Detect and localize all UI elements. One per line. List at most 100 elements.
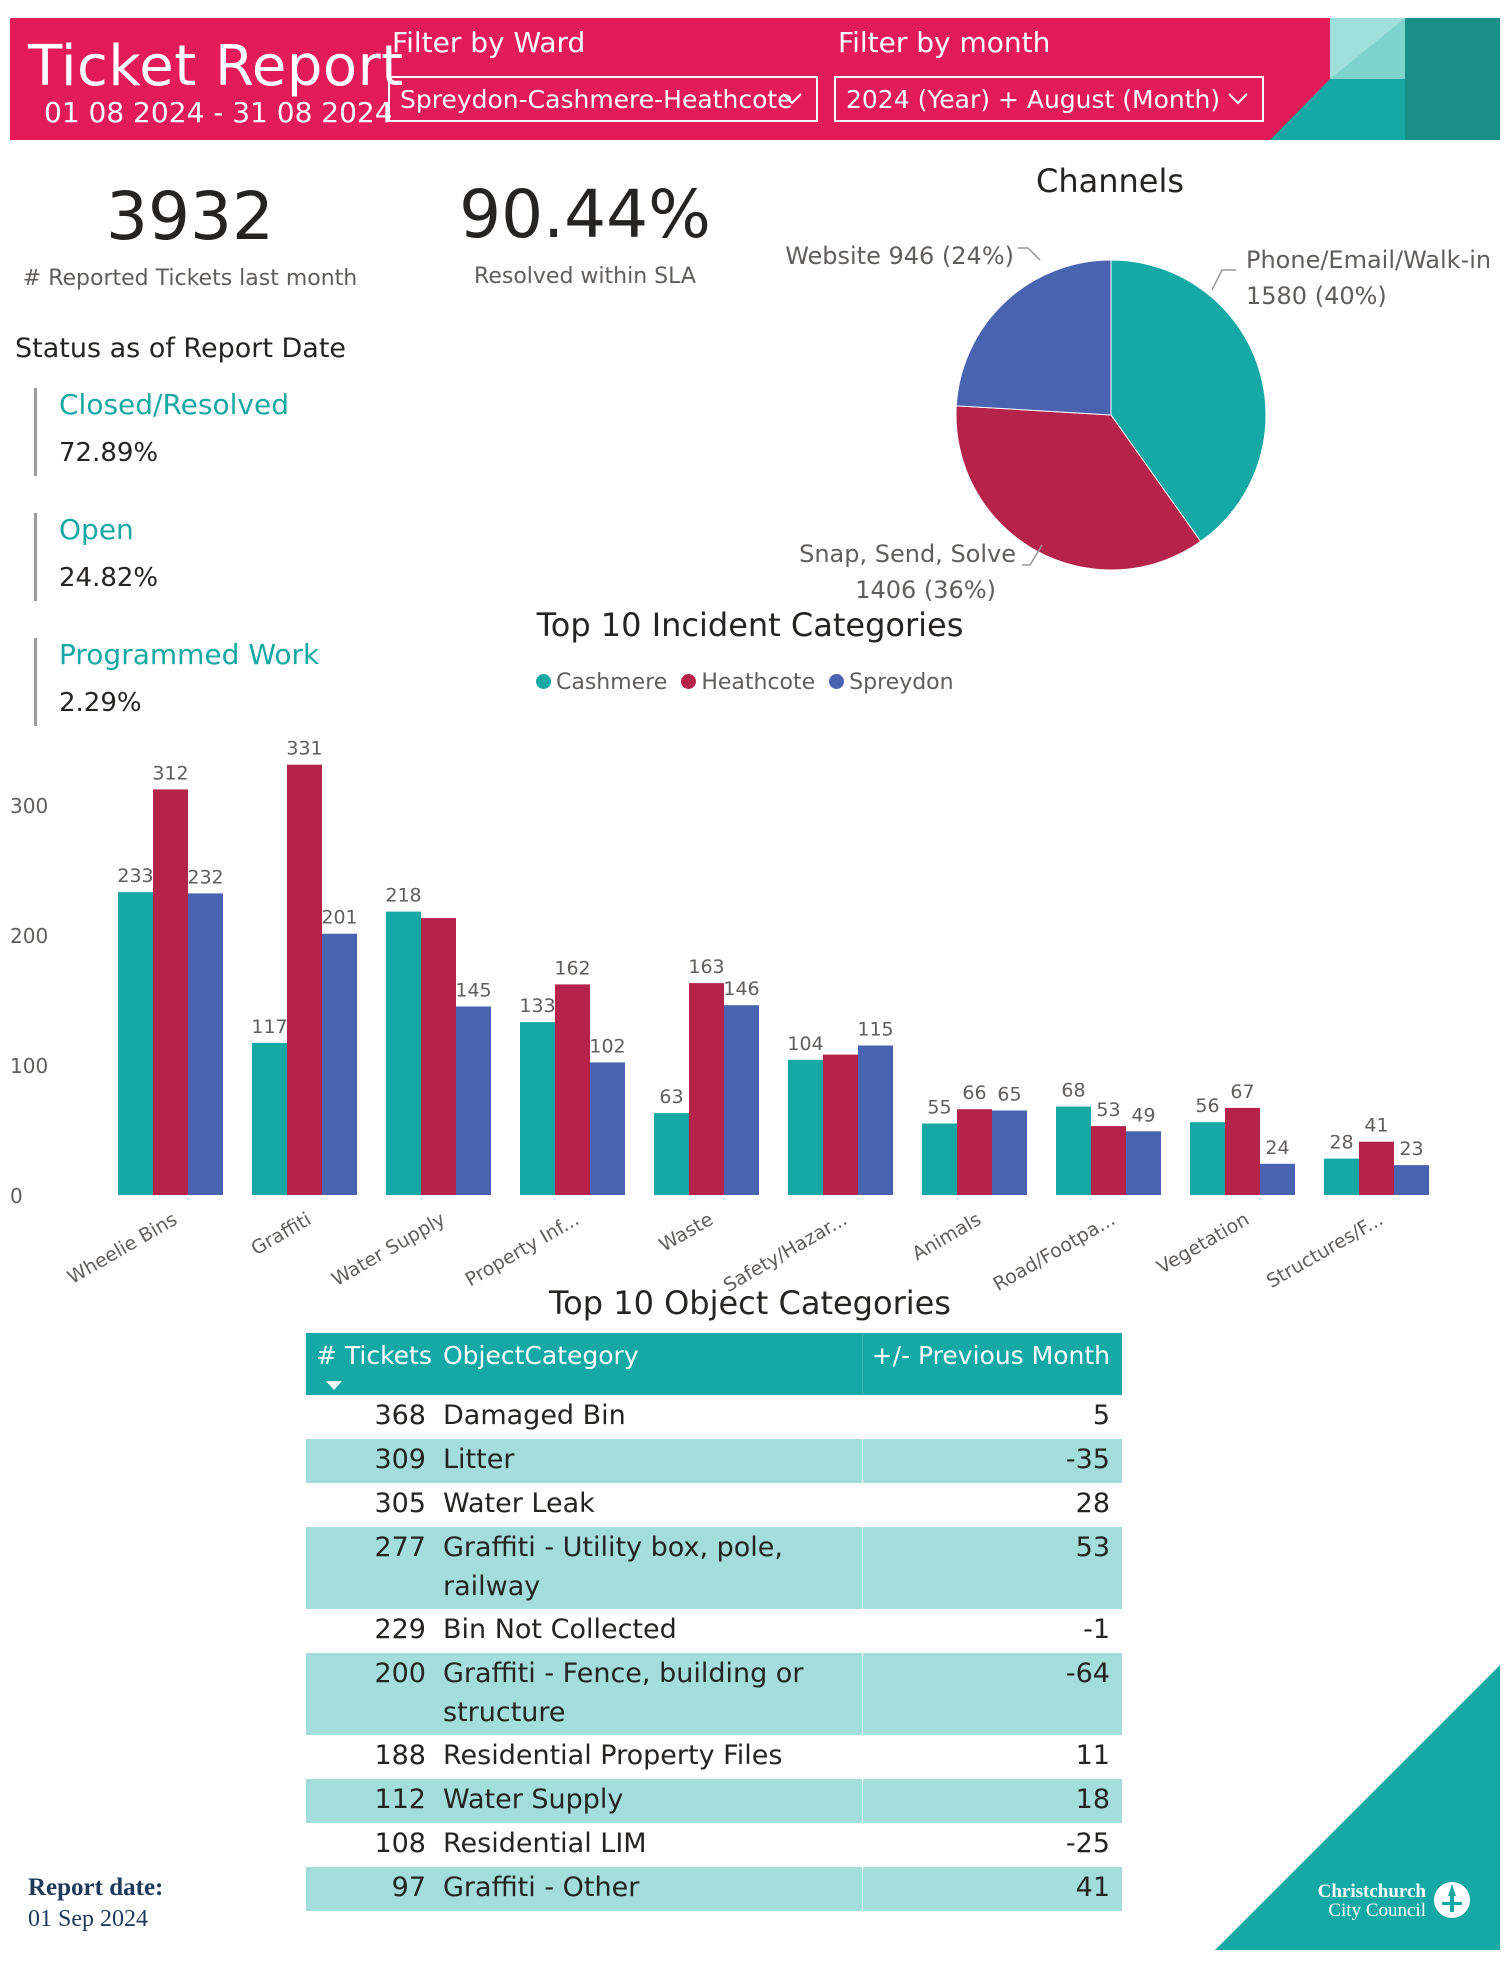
table-row[interactable]: 305 Water Leak 28: [306, 1483, 1122, 1527]
x-category-label: Graffiti: [247, 1208, 315, 1260]
sla-value: 90.44%: [459, 176, 711, 253]
pie-slice-website[interactable]: [955, 259, 1112, 416]
status-label: Open: [59, 513, 134, 546]
bar-spreydon[interactable]: [858, 1045, 893, 1196]
report-date-value: 01 Sep 2024: [28, 1906, 148, 1932]
bar-value-label: 201: [321, 907, 357, 929]
council-name-line2: City Council: [1328, 1900, 1426, 1921]
table-row[interactable]: 229 Bin Not Collected -1: [306, 1609, 1122, 1653]
legend-dot-icon: [829, 674, 845, 689]
bar-cashmere[interactable]: [520, 1022, 555, 1195]
bar-heathcote[interactable]: [1225, 1107, 1260, 1195]
header-object-category[interactable]: ObjectCategory: [443, 1341, 639, 1370]
bar-heathcote[interactable]: [689, 983, 724, 1195]
ward-filter-label: Filter by Ward: [392, 26, 586, 59]
bar-spreydon[interactable]: [724, 1005, 759, 1195]
y-tick-label: 300: [10, 794, 48, 818]
header-tickets[interactable]: # Tickets: [316, 1341, 432, 1390]
bar-value-label: 117: [251, 1016, 287, 1038]
ward-filter-dropdown[interactable]: Spreydon-Cashmere-Heathcote: [388, 76, 818, 122]
bar-cashmere[interactable]: [654, 1113, 689, 1195]
status-card-programmed: Programmed Work 2.29%: [34, 638, 457, 726]
bar-value-label: 24: [1265, 1137, 1289, 1159]
bar-cashmere[interactable]: [788, 1059, 823, 1195]
table-row[interactable]: 309 Litter -35: [306, 1439, 1122, 1483]
table-row[interactable]: 112 Water Supply 18: [306, 1779, 1122, 1823]
bar-cashmere[interactable]: [118, 892, 153, 1195]
bar-value-label: 312: [152, 762, 188, 784]
bar-cashmere[interactable]: [1190, 1122, 1225, 1195]
bar-value-label: 55: [927, 1097, 951, 1119]
pie-slice-snap-send-solve[interactable]: [955, 405, 1202, 571]
table-header: # Tickets ObjectCategory +/- Previous Mo…: [306, 1333, 1122, 1395]
channels-pie-chart: Phone/Email/Walk-in 1580 (40%) Snap, Sen…: [785, 242, 1491, 604]
status-label: Closed/Resolved: [59, 388, 289, 421]
cell-category: Bin Not Collected: [443, 1614, 677, 1645]
bar-spreydon[interactable]: [1394, 1165, 1429, 1195]
bar-spreydon[interactable]: [992, 1110, 1027, 1196]
bar-heathcote[interactable]: [555, 984, 590, 1195]
bar-cashmere[interactable]: [1056, 1106, 1091, 1195]
bar-cashmere[interactable]: [922, 1123, 957, 1196]
bar-heathcote[interactable]: [287, 764, 322, 1195]
council-logo: Christchurch City Council: [1306, 1882, 1426, 1920]
cell-category: Litter: [443, 1444, 515, 1475]
table-row[interactable]: 97 Graffiti - Other 41: [306, 1867, 1122, 1911]
bar-spreydon[interactable]: [1260, 1163, 1295, 1195]
council-name-line1: Christchurch: [1317, 1881, 1426, 1902]
cell-category: Damaged Bin: [443, 1400, 626, 1431]
pie-label-sss-value: 1406 (36%): [855, 576, 996, 604]
bar-value-label: 232: [187, 866, 223, 888]
pie-label-phone: Phone/Email/Walk-in: [1246, 246, 1491, 274]
bar-spreydon[interactable]: [590, 1062, 625, 1195]
report-title: Ticket Report: [28, 34, 404, 99]
object-table-title: Top 10 Object Categories: [549, 1284, 951, 1322]
cell-category: Residential LIM: [443, 1828, 647, 1859]
legend-item-heathcote: Heathcote: [681, 670, 815, 695]
month-filter-dropdown[interactable]: 2024 (Year) + August (Month): [834, 76, 1264, 122]
table-row[interactable]: 108 Residential LIM -25: [306, 1823, 1122, 1867]
table-row[interactable]: 277 Graffiti - Utility box, pole, railway 5…: [306, 1527, 1122, 1609]
bar-cashmere[interactable]: [386, 911, 421, 1195]
bar-cashmere[interactable]: [1324, 1158, 1359, 1195]
pie-slice-phone-email-walk-in[interactable]: [1110, 259, 1267, 543]
table-row[interactable]: 368 Damaged Bin 5: [306, 1395, 1122, 1439]
sla-label: Resolved within SLA: [474, 264, 696, 289]
y-tick-label: 200: [10, 924, 48, 948]
object-categories-table: # Tickets ObjectCategory +/- Previous Mo…: [306, 1333, 1122, 1911]
bar-heathcote[interactable]: [421, 918, 456, 1195]
bar-heathcote[interactable]: [1091, 1126, 1126, 1195]
bar-value-label: 63: [659, 1086, 683, 1108]
table-row[interactable]: 200 Graffiti - Fence, building or structur…: [306, 1653, 1122, 1735]
x-category-label: Water Supply: [328, 1208, 449, 1291]
bar-spreydon[interactable]: [188, 893, 223, 1195]
bar-spreydon[interactable]: [456, 1006, 491, 1196]
x-category-label: Animals: [908, 1208, 985, 1265]
bar-value-label: 68: [1061, 1080, 1085, 1102]
x-category-label: Wheelie Bins: [64, 1208, 181, 1288]
month-filter-label: Filter by month: [838, 26, 1051, 59]
month-filter-value: 2024 (Year) + August (Month): [846, 84, 1221, 114]
cell-change: 5: [1092, 1400, 1110, 1431]
table-row[interactable]: 188 Residential Property Files 11: [306, 1735, 1122, 1779]
status-label: Programmed Work: [59, 638, 320, 671]
cell-tickets: 188: [374, 1740, 426, 1771]
header-decoration: [1270, 18, 1500, 140]
bar-heathcote[interactable]: [957, 1109, 992, 1195]
bar-spreydon[interactable]: [322, 933, 357, 1195]
bar-cashmere[interactable]: [252, 1042, 287, 1195]
bar-value-label: 133: [519, 995, 555, 1017]
bar-heathcote[interactable]: [153, 789, 188, 1195]
bar-heathcote[interactable]: [823, 1054, 858, 1195]
reported-tickets-value: 3932: [106, 178, 274, 255]
bar-heathcote[interactable]: [1359, 1141, 1394, 1195]
bar-value-label: 104: [787, 1033, 823, 1055]
bar-value-label: 146: [723, 978, 759, 1000]
bar-value-label: 28: [1329, 1132, 1353, 1154]
pie-label-website: Website 946 (24%): [785, 242, 1014, 270]
cell-change: 53: [1075, 1532, 1110, 1563]
sort-descending-icon[interactable]: [324, 1379, 344, 1391]
bar-value-label: 49: [1131, 1104, 1155, 1126]
bar-spreydon[interactable]: [1126, 1131, 1161, 1195]
header-previous-month[interactable]: +/- Previous Month: [871, 1341, 1110, 1370]
